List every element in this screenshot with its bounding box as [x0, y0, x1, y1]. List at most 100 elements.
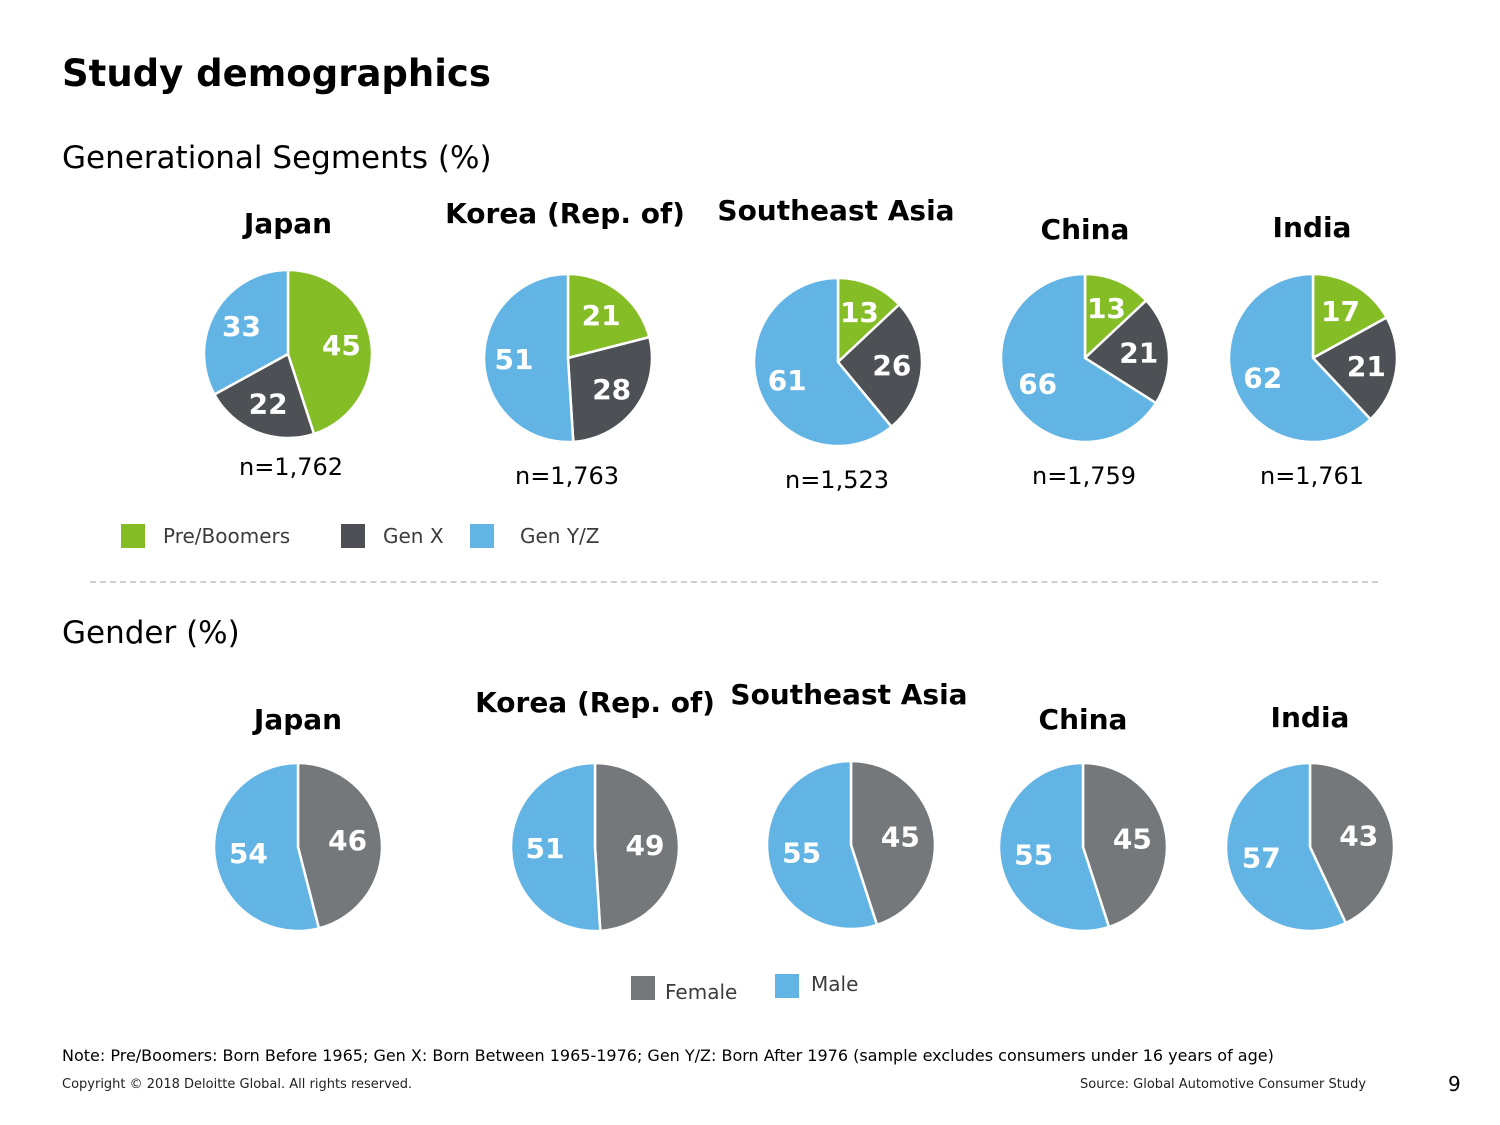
gen-japan-label-gen-y-z: 33	[222, 310, 261, 343]
page-title: Study demographics	[62, 52, 491, 95]
gen-country-india: India	[1272, 211, 1352, 244]
gen-pie-china: 13 21 66	[999, 272, 1171, 444]
gender-southeast-asia-label-female: 45	[881, 821, 920, 854]
gen-n-india: n=1,761	[1259, 462, 1365, 490]
gender-india-label-female: 43	[1339, 820, 1378, 853]
gen-japan-slice-pre-boomers	[286, 268, 374, 436]
gen-japan-label-pre-boomers: 45	[322, 329, 361, 362]
gen-india-label-pre-boomers: 17	[1321, 295, 1360, 328]
gender-country-japan: Japan	[253, 703, 343, 736]
gen-korea-rep-of-slice-gen-x	[566, 335, 654, 444]
gen-china-label-gen-x: 21	[1119, 336, 1158, 369]
legend-gen-yz: Gen Y/Z	[470, 524, 600, 548]
gen-india-slice-pre-boomers	[1311, 272, 1389, 361]
gender-china-slice-female	[1081, 761, 1169, 929]
gender-pie-southeast-asia: 45 55	[765, 759, 937, 931]
gender-china-label-male: 55	[1014, 838, 1053, 871]
gen-japan-slice-gen-x	[212, 352, 316, 440]
gen-china-label-gen-y-z: 66	[1018, 368, 1057, 401]
gender-country-china: China	[1038, 703, 1128, 736]
legend-swatch-female	[631, 976, 655, 1000]
gen-n-japan: n=1,762	[238, 453, 344, 481]
gender-china-slice-male	[997, 761, 1111, 933]
gen-korea-rep-of-label-pre-boomers: 21	[582, 299, 621, 332]
legend-label-female: Female	[665, 980, 738, 1004]
gender-korea-rep-of-slice-male	[509, 761, 602, 933]
gender-country-india: India	[1270, 701, 1350, 734]
legend-label-pre-boomers: Pre/Boomers	[163, 524, 291, 548]
legend-label-gen-x: Gen X	[383, 524, 444, 548]
gen-country-southeast-asia: Southeast Asia	[717, 194, 955, 227]
gen-korea-rep-of-label-gen-y-z: 51	[495, 343, 534, 376]
gender-india-label-male: 57	[1242, 841, 1281, 874]
gen-southeast-asia-label-pre-boomers: 13	[840, 296, 879, 329]
gen-china-slice-pre-boomers	[1083, 272, 1149, 361]
page-number: 9	[1448, 1072, 1461, 1096]
footnote: Note: Pre/Boomers: Born Before 1965; Gen…	[62, 1046, 1274, 1065]
generational-segments-title: Generational Segments (%)	[62, 140, 492, 176]
gender-pie-korea: 49 51	[509, 761, 681, 933]
gender-southeast-asia-slice-male	[765, 759, 879, 931]
gen-korea-rep-of-slice-pre-boomers	[566, 272, 651, 360]
gender-korea-rep-of-label-male: 51	[526, 832, 565, 865]
gen-japan-label-gen-x: 22	[249, 388, 288, 421]
gender-india-slice-female	[1308, 761, 1396, 925]
source-value: Global Automotive Consumer Study	[1133, 1077, 1367, 1092]
gender-pie-china: 45 55	[997, 761, 1169, 933]
gender-southeast-asia-slice-female	[849, 759, 937, 927]
legend-gen-x: Gen X	[341, 524, 444, 548]
gen-pie-southeast-asia: 13 26 61	[752, 276, 924, 448]
gen-india-slice-gen-x	[1310, 315, 1399, 422]
gen-southeast-asia-slice-pre-boomers	[836, 276, 902, 365]
gen-india-label-gen-x: 21	[1347, 350, 1386, 383]
gen-n-china: n=1,759	[1031, 462, 1137, 490]
gen-n-korea: n=1,763	[514, 462, 620, 490]
gender-korea-rep-of-label-female: 49	[625, 829, 664, 862]
gen-japan-slice-gen-y-z	[202, 268, 290, 397]
gender-country-southeast-asia: Southeast Asia	[730, 678, 968, 711]
legend-swatch-gen-yz	[470, 524, 494, 548]
legend-label-male: Male	[811, 972, 859, 996]
gen-pie-korea: 21 28 51	[482, 272, 654, 444]
copyright: Copyright © 2018 Deloitte Global. All ri…	[62, 1077, 413, 1092]
gen-country-japan: Japan	[243, 207, 333, 240]
gen-korea-rep-of-slice-gen-y-z	[482, 272, 575, 444]
source: Source: Global Automotive Consumer Study	[1080, 1077, 1366, 1092]
gen-india-label-gen-y-z: 62	[1243, 361, 1282, 394]
gender-country-korea: Korea (Rep. of)	[475, 686, 715, 719]
gen-india-slice-gen-y-z	[1227, 272, 1373, 444]
source-label: Source:	[1080, 1077, 1130, 1092]
gen-pie-japan: 45 22 33	[202, 268, 374, 440]
gender-japan-slice-female	[296, 761, 384, 930]
legend-male: Male	[775, 972, 859, 998]
legend-pre-boomers: Pre/Boomers	[121, 524, 290, 548]
gender-pie-japan: 46 54	[212, 761, 384, 933]
gen-n-southeast-asia: n=1,523	[784, 466, 890, 494]
gen-southeast-asia-slice-gen-y-z	[752, 276, 894, 448]
legend-female: Female	[631, 976, 737, 1004]
legend-swatch-pre-boomers	[121, 524, 145, 548]
gender-india-slice-male	[1224, 761, 1348, 933]
gen-southeast-asia-label-gen-x: 26	[872, 349, 911, 382]
gender-japan-label-male: 54	[229, 837, 268, 870]
gen-southeast-asia-label-gen-y-z: 61	[768, 364, 807, 397]
gen-pie-india: 17 21 62	[1227, 272, 1399, 444]
gen-southeast-asia-slice-gen-x	[836, 302, 924, 429]
gen-country-china: China	[1040, 213, 1130, 246]
section-divider	[90, 581, 1378, 583]
gender-china-label-female: 45	[1113, 823, 1152, 856]
gen-china-slice-gen-x	[1082, 298, 1171, 405]
gen-country-korea: Korea (Rep. of)	[445, 197, 685, 230]
gender-section-title: Gender (%)	[62, 615, 240, 651]
gender-pie-india: 43 57	[1224, 761, 1396, 933]
gender-southeast-asia-label-male: 55	[782, 836, 821, 869]
legend-swatch-gen-x	[341, 524, 365, 548]
gen-korea-rep-of-label-gen-x: 28	[592, 373, 631, 406]
legend-swatch-male	[775, 974, 799, 998]
gen-china-slice-gen-y-z	[999, 272, 1158, 444]
gender-korea-rep-of-slice-female	[593, 761, 681, 933]
gender-japan-label-female: 46	[328, 824, 367, 857]
legend-label-gen-yz: Gen Y/Z	[520, 524, 600, 548]
gender-japan-slice-male	[212, 761, 321, 933]
gen-china-label-pre-boomers: 13	[1087, 292, 1126, 325]
